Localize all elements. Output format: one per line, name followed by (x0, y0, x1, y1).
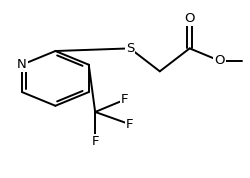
Text: F: F (121, 93, 129, 106)
Text: F: F (92, 135, 99, 148)
Text: O: O (214, 54, 225, 67)
Text: N: N (17, 58, 27, 71)
Text: O: O (184, 12, 195, 25)
Text: F: F (126, 118, 134, 131)
Text: S: S (126, 42, 134, 55)
